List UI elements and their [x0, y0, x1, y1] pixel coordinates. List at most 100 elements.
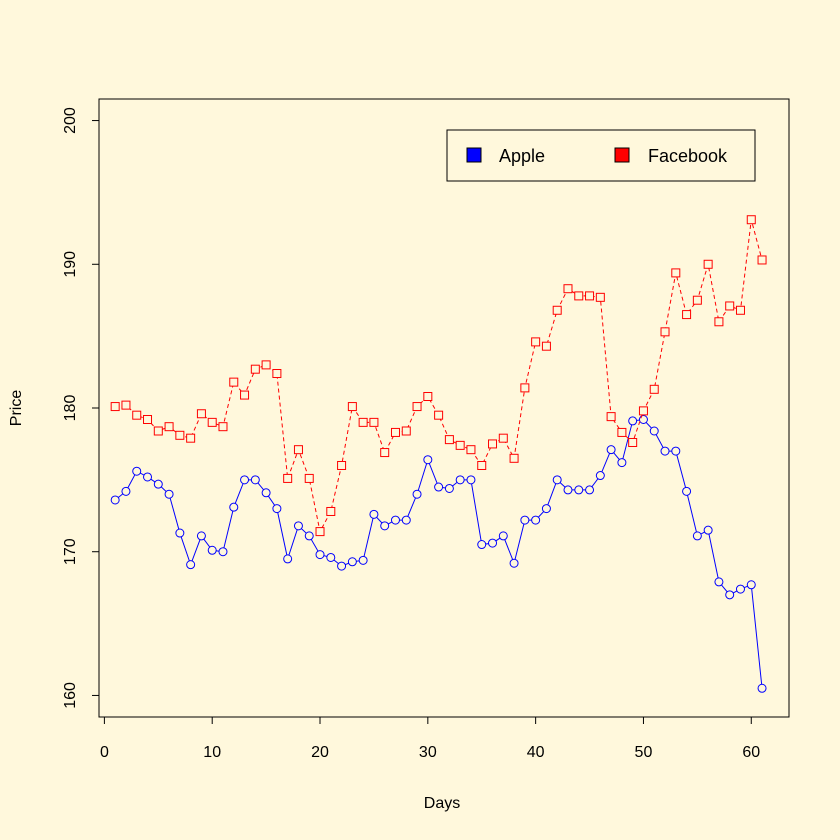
data-point-facebook	[746, 215, 756, 225]
data-point-apple	[757, 683, 767, 693]
data-point-apple	[412, 489, 422, 499]
data-point-apple	[725, 590, 735, 600]
data-point-apple	[585, 485, 595, 495]
data-point-facebook	[552, 305, 562, 315]
data-point-facebook	[509, 453, 519, 463]
data-point-apple	[304, 531, 314, 541]
data-point-facebook	[660, 327, 670, 337]
data-point-apple	[390, 515, 400, 525]
data-point-apple	[272, 504, 282, 514]
data-point-facebook	[520, 383, 530, 393]
data-point-facebook	[595, 292, 605, 302]
legend-swatch-facebook	[614, 147, 630, 163]
data-point-apple	[315, 550, 325, 560]
data-point-apple	[143, 472, 153, 482]
data-point-facebook	[488, 439, 498, 449]
data-point-facebook	[703, 259, 713, 269]
data-point-apple	[229, 502, 239, 512]
x-tick-label: 50	[635, 744, 653, 761]
data-point-apple	[110, 495, 120, 505]
data-point-facebook	[574, 291, 584, 301]
data-point-apple	[628, 416, 638, 426]
data-point-apple	[466, 475, 476, 485]
data-point-apple	[660, 446, 670, 456]
data-point-facebook	[401, 426, 411, 436]
legend: Apple Facebook	[446, 129, 756, 182]
x-axis: 0 10 20 30 40 50 60	[100, 716, 760, 761]
y-axis-title: Price	[8, 390, 25, 427]
data-point-apple	[261, 488, 271, 498]
data-point-facebook	[412, 402, 422, 412]
data-point-apple	[207, 545, 217, 555]
data-point-facebook	[477, 460, 487, 470]
data-point-apple	[186, 560, 196, 570]
data-point-facebook	[229, 377, 239, 387]
data-point-facebook	[218, 422, 228, 432]
data-point-apple	[293, 521, 303, 531]
data-point-apple	[153, 479, 163, 489]
legend-swatch-apple	[466, 147, 482, 163]
data-point-apple	[746, 580, 756, 590]
data-point-apple	[617, 458, 627, 468]
data-point-apple	[714, 577, 724, 587]
data-point-facebook	[692, 295, 702, 305]
data-point-apple	[347, 557, 357, 567]
data-point-facebook	[725, 301, 735, 311]
data-point-apple	[498, 531, 508, 541]
x-tick-label: 30	[419, 744, 437, 761]
data-point-facebook	[358, 417, 368, 427]
data-point-facebook	[498, 433, 508, 443]
data-point-facebook	[466, 445, 476, 455]
data-point-facebook	[110, 402, 120, 412]
data-point-apple	[692, 531, 702, 541]
data-point-apple	[671, 446, 681, 456]
data-point-facebook	[455, 440, 465, 450]
data-point-facebook	[207, 417, 217, 427]
data-point-facebook	[671, 268, 681, 278]
data-point-apple	[703, 525, 713, 535]
data-point-apple	[337, 561, 347, 571]
data-point-apple	[541, 504, 551, 514]
data-point-facebook	[315, 527, 325, 537]
x-tick-label: 10	[203, 744, 221, 761]
data-point-apple	[606, 445, 616, 455]
y-tick-label: 170	[62, 538, 79, 565]
data-point-facebook	[682, 310, 692, 320]
data-point-facebook	[444, 435, 454, 445]
data-point-facebook	[541, 341, 551, 351]
data-point-apple	[283, 554, 293, 564]
data-point-facebook	[617, 427, 627, 437]
data-point-apple	[358, 555, 368, 565]
data-point-apple	[509, 558, 519, 568]
data-point-facebook	[164, 422, 174, 432]
data-point-apple	[240, 475, 250, 485]
data-point-apple	[477, 540, 487, 550]
data-point-apple	[563, 485, 573, 495]
x-axis-title: Days	[424, 795, 460, 812]
data-point-apple	[682, 486, 692, 496]
data-point-facebook	[423, 392, 433, 402]
data-point-apple	[369, 509, 379, 519]
data-point-apple	[574, 485, 584, 495]
x-tick-label: 60	[742, 744, 760, 761]
data-point-facebook	[240, 390, 250, 400]
data-point-apple	[175, 528, 185, 538]
data-point-facebook	[390, 427, 400, 437]
data-point-facebook	[638, 406, 648, 416]
data-point-facebook	[735, 305, 745, 315]
data-point-apple	[218, 547, 228, 557]
data-point-facebook	[649, 384, 659, 394]
x-tick-label: 40	[527, 744, 545, 761]
data-point-facebook	[293, 445, 303, 455]
legend-label-facebook: Facebook	[648, 146, 728, 166]
data-point-apple	[434, 482, 444, 492]
y-tick-label: 190	[62, 251, 79, 278]
data-point-facebook	[153, 426, 163, 436]
data-point-facebook	[132, 410, 142, 420]
data-point-facebook	[304, 473, 314, 483]
series-layer	[110, 215, 767, 693]
data-point-apple	[380, 521, 390, 531]
data-point-facebook	[196, 409, 206, 419]
